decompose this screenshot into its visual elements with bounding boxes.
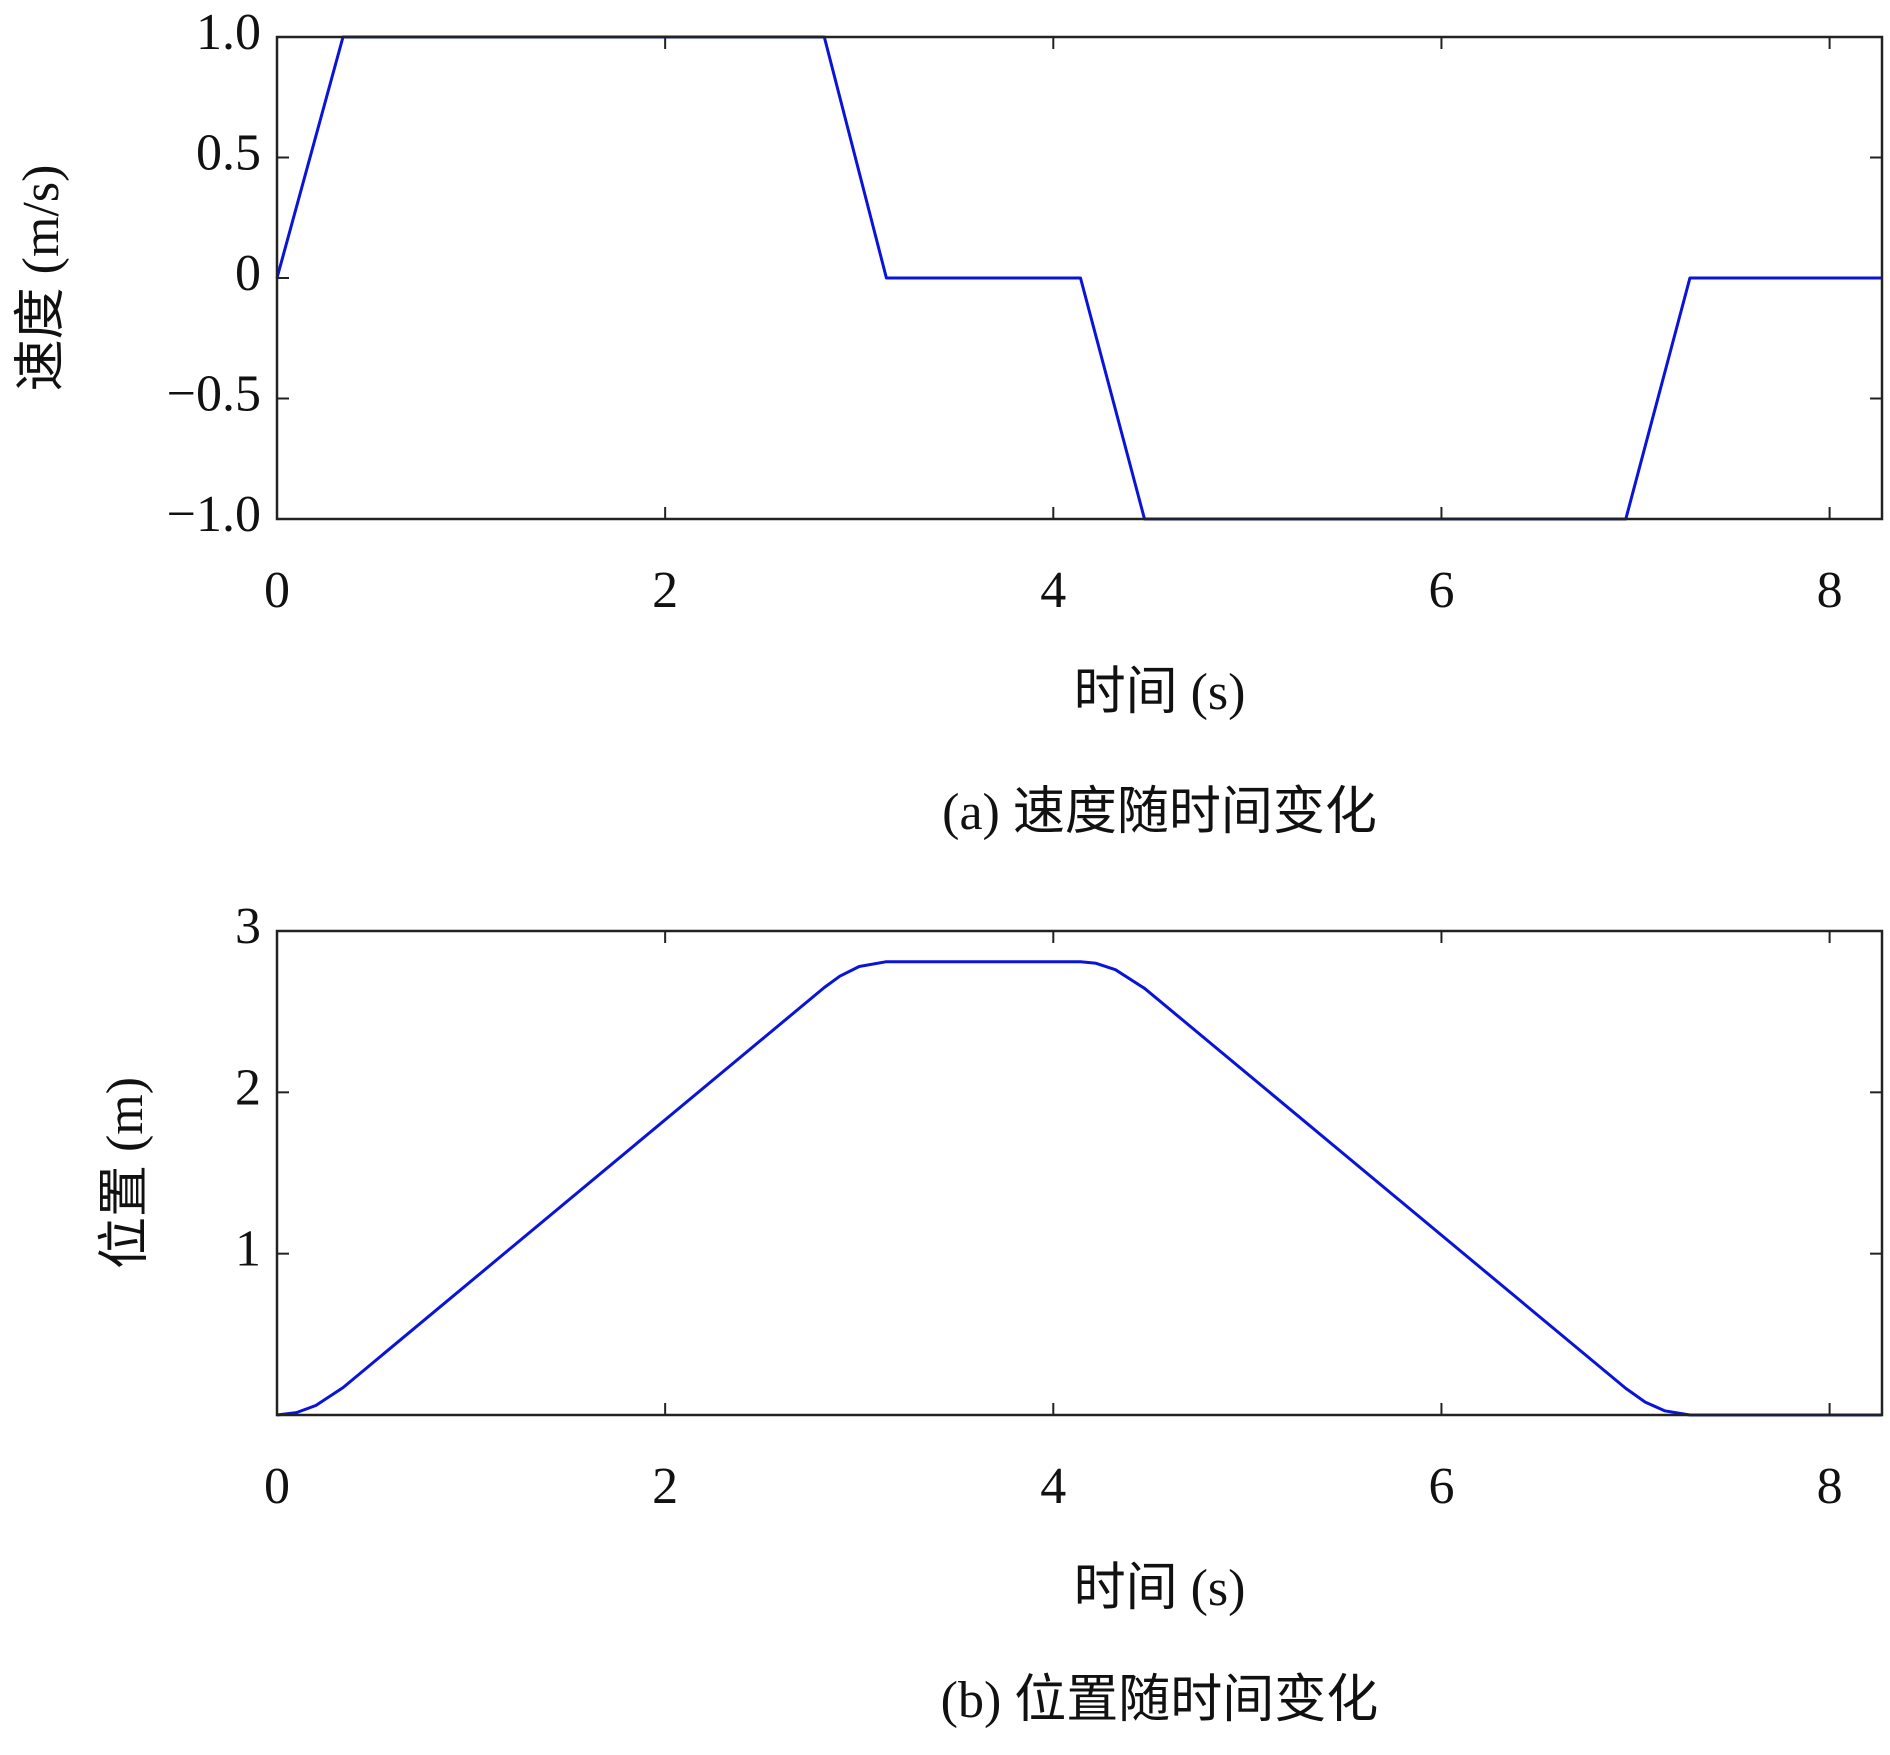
y-tick-label: −1.0 [167,486,261,543]
caption: (b) 位置随时间变化 [941,1672,1379,1729]
y-axis-label: 位置 (m) [97,1077,154,1269]
data-line [275,35,1882,521]
caption: (a) 速度随时间变化 [942,784,1377,841]
y-tick-label: 2 [235,1059,261,1116]
x-tick-label: 4 [1040,1458,1066,1515]
x-tick-label: 2 [652,562,678,619]
y-tick-label: −0.5 [167,365,261,422]
x-tick-label: 6 [1428,562,1454,619]
y-tick-label: 0 [235,245,261,302]
plot-frame [275,929,1884,1417]
x-tick-label: 0 [264,1458,290,1515]
y-tick-label: 0.5 [196,124,261,181]
x-tick-label: 2 [652,1458,678,1515]
y-tick-label: 1.0 [196,4,261,61]
x-axis-label: 时间 (s) [1074,664,1246,721]
x-tick-label: 0 [264,562,290,619]
x-tick-label: 4 [1040,562,1066,619]
y-tick-label: 3 [235,898,261,955]
x-tick-label: 6 [1428,1458,1454,1515]
x-tick-label: 8 [1817,1458,1843,1515]
y-tick-label: 1 [235,1221,261,1278]
x-tick-label: 8 [1817,562,1843,619]
x-axis-label: 时间 (s) [1074,1560,1246,1617]
plot-frame [275,35,1884,521]
y-axis-label: 速度 (m/s) [13,165,70,392]
data-line [276,960,1882,1417]
